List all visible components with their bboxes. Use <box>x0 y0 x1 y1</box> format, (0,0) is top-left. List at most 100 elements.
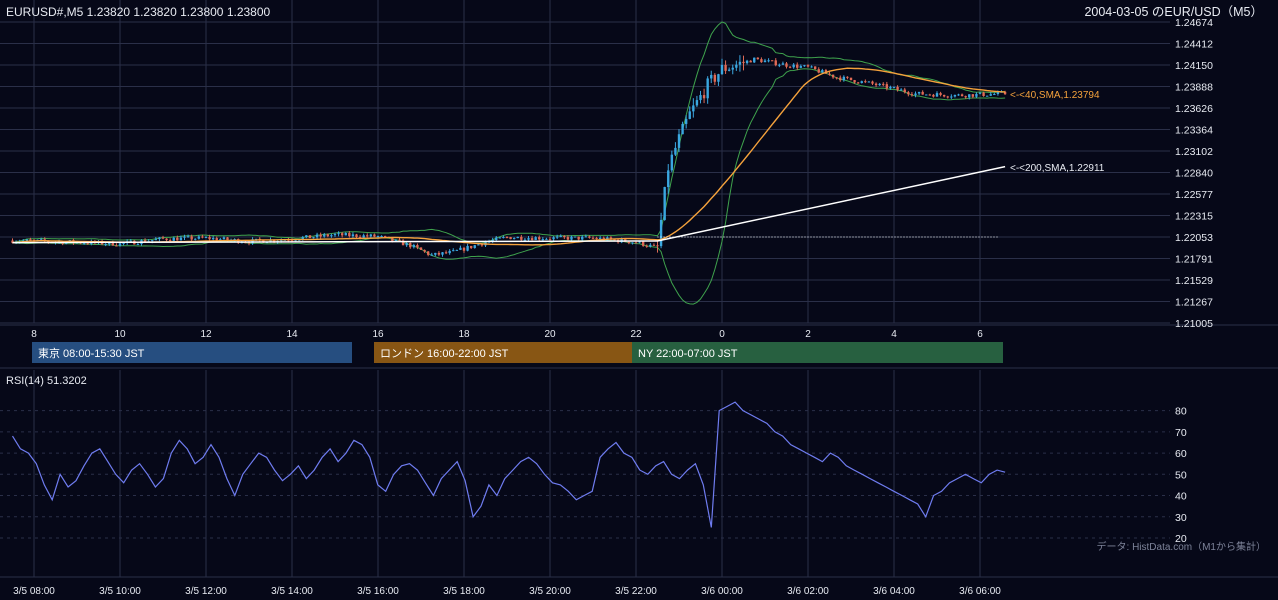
candle-body <box>369 234 373 237</box>
time-axis: 3/5 08:00 3/5 10:00 3/5 12:00 3/5 14:00 3/5 … <box>13 586 1001 597</box>
candle-body <box>975 93 978 97</box>
candle-body <box>434 252 437 255</box>
candle-body <box>516 236 519 239</box>
candlesticks <box>11 55 1007 257</box>
candle-body <box>566 237 570 240</box>
candle-body <box>391 237 394 241</box>
candle-body <box>634 242 638 244</box>
candle-body <box>813 66 817 70</box>
candle-body <box>247 242 251 244</box>
candle-body <box>792 64 795 68</box>
hour-tick-label: 8 <box>31 329 37 340</box>
candle-body <box>509 237 512 240</box>
candle-body <box>731 67 734 70</box>
hour-axis: 8 10 12 14 16 18 20 22 0 2 4 6 <box>31 329 983 340</box>
candle-body <box>409 243 412 248</box>
candle-body <box>899 89 903 91</box>
candle-body <box>928 94 932 96</box>
price-tick-label: 1.22053 <box>1175 232 1213 244</box>
candle-body <box>351 234 355 237</box>
candle-body <box>437 252 441 255</box>
candle-body <box>555 236 559 238</box>
candle-body <box>896 86 899 90</box>
candle-body <box>971 94 975 97</box>
candle-body <box>122 242 125 244</box>
hour-tick-label: 18 <box>458 329 470 340</box>
candle-body <box>272 239 276 242</box>
candle-body <box>656 245 659 247</box>
candle-body <box>129 240 132 242</box>
candle-body <box>581 236 584 240</box>
candle-body <box>416 245 419 248</box>
candle-body <box>799 66 803 68</box>
candle-body <box>932 94 935 97</box>
rsi-line <box>11 401 1006 528</box>
candle-body <box>355 234 358 237</box>
candle-body <box>444 252 448 254</box>
candle-body <box>914 93 917 96</box>
candle-body <box>151 240 154 242</box>
chart-title: 2004-03-05 のEUR/USD（M5） <box>1084 5 1263 19</box>
candle-body <box>337 233 340 235</box>
candle-body <box>208 237 211 240</box>
candle-body <box>785 63 788 67</box>
candle-body <box>796 64 799 68</box>
candle-body <box>194 238 197 240</box>
candle-body <box>921 91 924 95</box>
candle-body <box>821 70 824 73</box>
candle-body <box>538 237 541 240</box>
candle-body <box>595 237 598 239</box>
candle-body <box>702 95 706 99</box>
candle-body <box>727 69 731 71</box>
candle-body <box>828 73 831 75</box>
time-tick-label: 3/6 04:00 <box>873 586 915 597</box>
rsi-tick-label: 40 <box>1175 491 1187 503</box>
candle-body <box>856 82 860 84</box>
candle-body <box>713 74 717 82</box>
time-tick-label: 3/5 08:00 <box>13 586 55 597</box>
candle-body <box>412 245 416 248</box>
candle-body <box>172 237 175 241</box>
candle-body <box>344 233 347 236</box>
candle-body <box>111 241 115 246</box>
candle-body <box>512 238 516 240</box>
candle-body <box>308 235 312 239</box>
candle-body <box>763 60 767 63</box>
candle-body <box>452 250 455 252</box>
candle-body <box>674 147 677 155</box>
candle-body <box>867 81 871 83</box>
candle-body <box>211 238 215 240</box>
candle-body <box>563 235 566 238</box>
price-tick-label: 1.21005 <box>1175 318 1213 330</box>
candle-body <box>495 237 498 241</box>
candle-body <box>459 247 462 250</box>
candle-body <box>118 243 122 246</box>
time-tick-label: 3/5 12:00 <box>185 586 227 597</box>
candle-body <box>645 245 648 247</box>
time-tick-label: 3/6 02:00 <box>787 586 829 597</box>
candle-body <box>441 252 444 255</box>
candle-body <box>366 235 369 237</box>
moving-averages <box>12 67 1006 246</box>
candle-body <box>477 244 480 246</box>
candle-body <box>426 251 430 255</box>
price-tick-label: 1.21791 <box>1175 254 1213 266</box>
candle-body <box>842 76 846 81</box>
candle-body <box>817 69 820 73</box>
candle-body <box>810 66 813 68</box>
candle-body <box>577 236 580 240</box>
candle-body <box>917 91 921 94</box>
candle-body <box>853 80 856 83</box>
candle-body <box>968 94 971 98</box>
candle-body <box>86 243 89 245</box>
rsi-tick-label: 60 <box>1175 448 1187 460</box>
candle-body <box>315 234 319 238</box>
candle-body <box>849 77 853 81</box>
candle-body <box>613 239 616 241</box>
candle-body <box>319 234 322 237</box>
candle-body <box>871 81 874 84</box>
candle-body <box>788 66 792 68</box>
rsi-title: RSI(14) 51.3202 <box>6 375 87 387</box>
candle-body <box>717 74 720 82</box>
